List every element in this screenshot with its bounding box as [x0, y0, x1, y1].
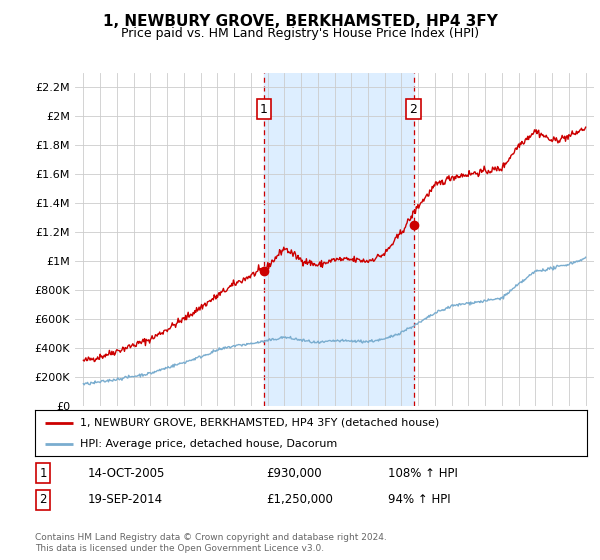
Text: 2: 2: [410, 102, 418, 115]
Text: 1, NEWBURY GROVE, BERKHAMSTED, HP4 3FY: 1, NEWBURY GROVE, BERKHAMSTED, HP4 3FY: [103, 14, 497, 29]
Text: 1, NEWBURY GROVE, BERKHAMSTED, HP4 3FY (detached house): 1, NEWBURY GROVE, BERKHAMSTED, HP4 3FY (…: [80, 418, 439, 428]
Text: 94% ↑ HPI: 94% ↑ HPI: [388, 493, 451, 506]
Text: 19-SEP-2014: 19-SEP-2014: [87, 493, 163, 506]
Text: 2: 2: [40, 493, 47, 506]
Text: 108% ↑ HPI: 108% ↑ HPI: [388, 466, 458, 480]
Bar: [264, 73, 413, 406]
Text: £1,250,000: £1,250,000: [266, 493, 334, 506]
Text: Price paid vs. HM Land Registry's House Price Index (HPI): Price paid vs. HM Land Registry's House …: [121, 27, 479, 40]
Text: 1: 1: [260, 102, 268, 115]
Text: 1: 1: [40, 466, 47, 480]
Text: £930,000: £930,000: [266, 466, 322, 480]
Text: 14-OCT-2005: 14-OCT-2005: [87, 466, 164, 480]
Text: Contains HM Land Registry data © Crown copyright and database right 2024.
This d: Contains HM Land Registry data © Crown c…: [35, 533, 386, 553]
Text: HPI: Average price, detached house, Dacorum: HPI: Average price, detached house, Daco…: [80, 439, 337, 449]
